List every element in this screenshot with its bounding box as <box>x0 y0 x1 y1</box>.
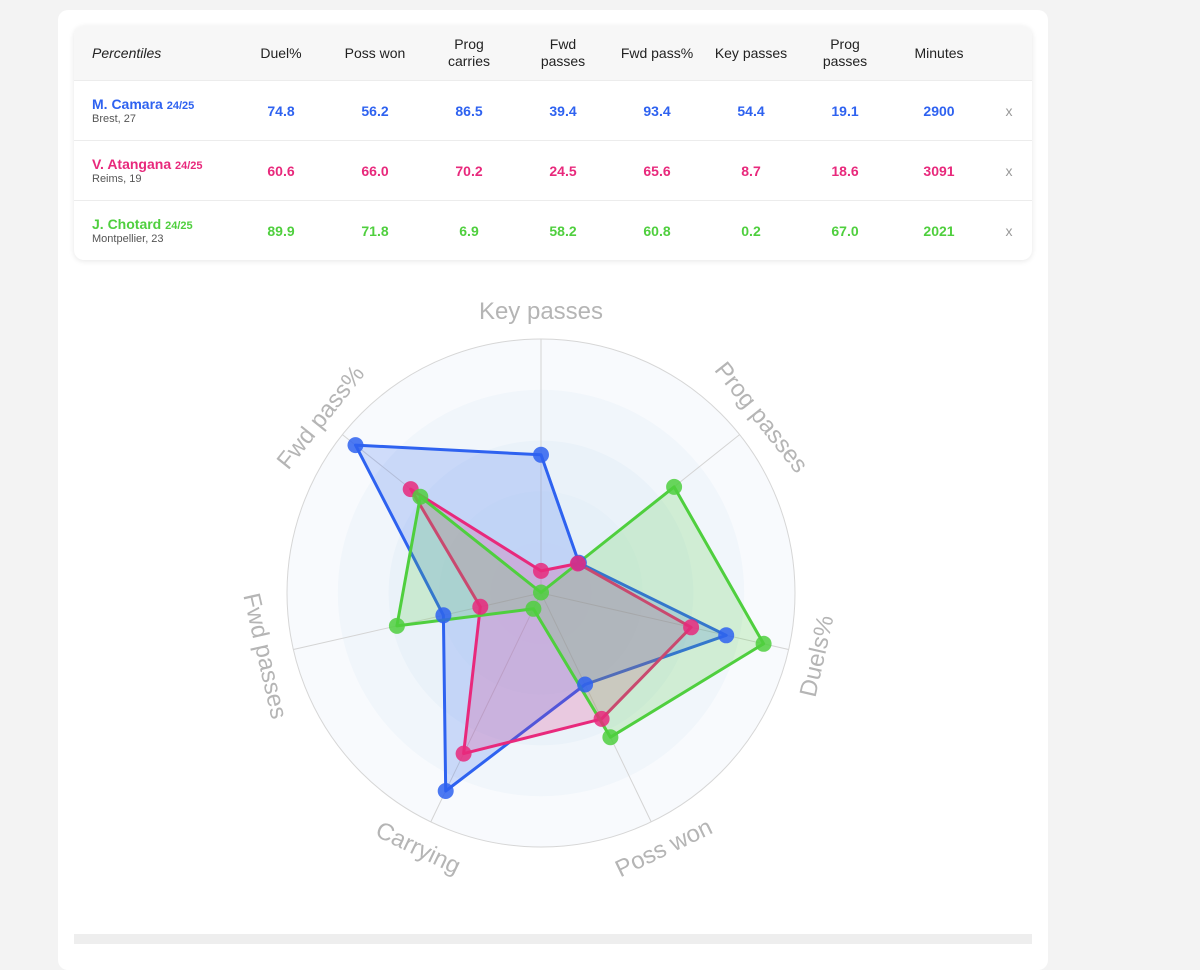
radar-axis-label: Duels% <box>795 613 840 700</box>
radar-axis-label: Fwd passes <box>237 591 292 722</box>
radar-point <box>666 478 683 495</box>
table-row: J. Chotard 24/25 Montpellier, 23 89.9 71… <box>74 200 1032 260</box>
col-header-key-passes[interactable]: Key passes <box>714 44 788 61</box>
value-prog-passes: 67.0 <box>831 222 859 239</box>
radar-point <box>533 562 549 579</box>
player-club-age: Brest, 27 <box>92 113 137 125</box>
col-header-minutes[interactable]: Minutes <box>914 44 964 61</box>
table-row: V. Atangana 24/25 Reims, 19 60.6 66.0 70… <box>74 140 1032 200</box>
radar-spoke <box>540 592 789 651</box>
value-minutes: 2900 <box>923 102 955 119</box>
value-poss-won: 71.8 <box>361 222 389 239</box>
value-poss-won: 56.2 <box>361 102 389 119</box>
value-fwd-passes: 24.5 <box>549 162 577 179</box>
radar-point <box>435 607 452 624</box>
radar-point <box>455 745 472 762</box>
col-header-fwd-pass-pct[interactable]: Fwd pass% <box>620 44 694 61</box>
value-prog-passes: 18.6 <box>831 162 859 179</box>
player-club-age: Montpellier, 23 <box>92 233 164 245</box>
value-duel-pct: 74.8 <box>267 102 295 119</box>
value-poss-won: 66.0 <box>361 162 389 179</box>
radar-point <box>755 635 772 652</box>
radar-point <box>412 488 429 505</box>
percentiles-corner-label: Percentiles <box>92 44 162 61</box>
radar-point <box>525 600 542 617</box>
radar-point <box>472 598 489 615</box>
value-minutes: 3091 <box>923 162 955 179</box>
radar-spoke <box>540 592 652 823</box>
value-fwd-pass-pct: 65.6 <box>643 162 671 179</box>
radar-series-area <box>409 487 693 756</box>
player-cell: V. Atangana 24/25 Reims, 19 <box>74 156 234 185</box>
value-fwd-pass-pct: 93.4 <box>643 102 671 119</box>
value-fwd-pass-pct: 60.8 <box>643 222 671 239</box>
player-cell: J. Chotard 24/25 Montpellier, 23 <box>74 216 234 245</box>
col-header-poss-won[interactable]: Poss won <box>344 44 406 61</box>
col-header-fwd-passes[interactable]: Fwd passes <box>540 36 586 69</box>
value-duel-pct: 60.6 <box>267 162 295 179</box>
radar-point <box>593 710 610 727</box>
value-prog-carries: 70.2 <box>455 162 483 179</box>
value-prog-passes: 19.1 <box>831 102 859 119</box>
remove-player-button[interactable]: x <box>1005 102 1013 119</box>
radar-point <box>569 555 586 572</box>
col-header-prog-passes[interactable]: Prog passes <box>822 36 868 69</box>
radar-axis-label: Key passes <box>479 298 603 325</box>
radar-series-area <box>354 443 728 793</box>
radar-series-area <box>395 485 766 739</box>
player-name[interactable]: J. Chotard <box>92 216 162 232</box>
value-prog-carries: 86.5 <box>455 102 483 119</box>
radar-point <box>347 437 364 454</box>
value-minutes: 2021 <box>923 222 955 239</box>
value-duel-pct: 89.9 <box>267 222 295 239</box>
table-row: M. Camara 24/25 Brest, 27 74.8 56.2 86.5… <box>74 80 1032 140</box>
radar-point <box>683 619 700 636</box>
radar-point <box>388 617 405 634</box>
radar-point <box>533 446 549 463</box>
value-fwd-passes: 58.2 <box>549 222 577 239</box>
value-key-passes: 0.2 <box>741 222 761 239</box>
col-header-duel-pct[interactable]: Duel% <box>260 44 302 61</box>
radar-point <box>437 783 454 799</box>
player-season: 24/25 <box>166 100 195 112</box>
player-season: 24/25 <box>165 220 193 232</box>
player-cell: M. Camara 24/25 Brest, 27 <box>74 96 234 125</box>
player-name[interactable]: V. Atangana <box>92 156 172 172</box>
value-key-passes: 8.7 <box>741 162 761 179</box>
player-club-age: Reims, 19 <box>92 173 142 185</box>
radar-spoke <box>430 592 542 823</box>
table-header-row: Percentiles Duel% Poss won Prog carries … <box>74 26 1032 80</box>
player-season: 24/25 <box>175 160 203 172</box>
player-name[interactable]: M. Camara <box>92 96 163 112</box>
radar-point <box>602 729 619 746</box>
col-header-prog-carries[interactable]: Prog carries <box>447 36 490 69</box>
radar-point <box>718 627 735 644</box>
value-prog-carries: 6.9 <box>459 222 479 239</box>
value-fwd-passes: 39.4 <box>549 102 577 119</box>
footer-bar <box>74 934 1032 944</box>
radar-point <box>577 676 594 693</box>
remove-player-button[interactable]: x <box>1005 162 1013 179</box>
radar-point <box>533 584 549 601</box>
value-key-passes: 54.4 <box>737 102 765 119</box>
radar-spoke <box>293 592 542 651</box>
remove-player-button[interactable]: x <box>1005 222 1013 239</box>
percentiles-table: Percentiles Duel% Poss won Prog carries … <box>74 26 1032 260</box>
